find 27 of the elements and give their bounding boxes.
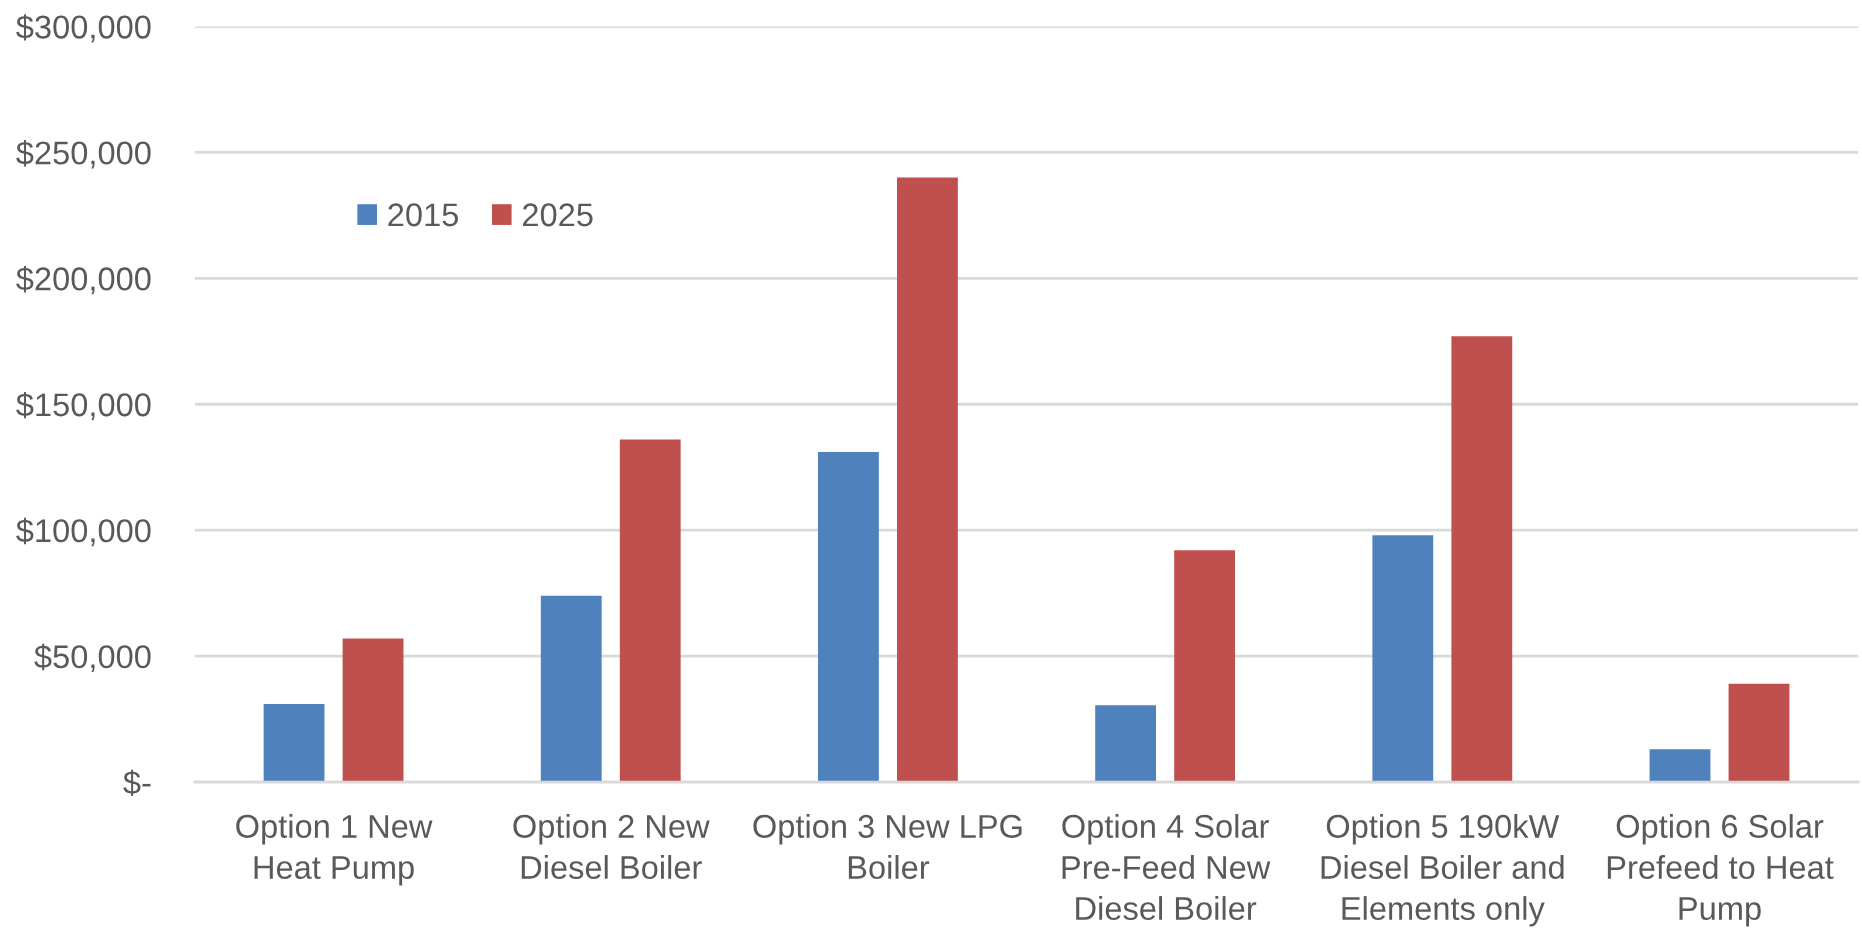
bar bbox=[1372, 535, 1434, 783]
y-tick-label: $- bbox=[123, 769, 151, 797]
x-tick-label: Option 5 190kW Diesel Boiler and Elements only bbox=[1321, 813, 1564, 927]
y-tick-label: $100,000 bbox=[16, 517, 151, 547]
x-tick-label: Option 6 Solar Prefeed to Heat Pump bbox=[1607, 813, 1834, 927]
bar bbox=[540, 595, 602, 783]
bar bbox=[897, 177, 958, 783]
x-tick-label: Option 2 New Diesel Boiler bbox=[513, 813, 710, 880]
bar bbox=[1095, 705, 1157, 783]
legend-label: 2015 bbox=[388, 203, 458, 227]
x-tick-label: Option 1 New Heat Pump bbox=[236, 813, 433, 886]
legend-label: 2025 bbox=[523, 203, 593, 227]
bar bbox=[619, 439, 681, 783]
bar bbox=[1728, 683, 1790, 783]
bar bbox=[818, 452, 879, 783]
x-tick-label: Option 4 Solar Pre-Feed New Diesel Boiler bbox=[1062, 813, 1271, 921]
y-tick-label: $150,000 bbox=[16, 391, 151, 421]
bar bbox=[1649, 749, 1711, 783]
y-tick-label: $50,000 bbox=[34, 643, 151, 673]
bar bbox=[342, 638, 404, 783]
y-tick-label: $200,000 bbox=[16, 266, 151, 295]
bar bbox=[1174, 550, 1236, 783]
bar bbox=[263, 703, 325, 783]
bar bbox=[1451, 336, 1513, 783]
x-tick-label: Option 3 New LPG Boiler bbox=[753, 813, 1022, 880]
y-tick-label: $250,000 bbox=[16, 140, 151, 169]
y-tick-label: $300,000 bbox=[16, 14, 151, 43]
